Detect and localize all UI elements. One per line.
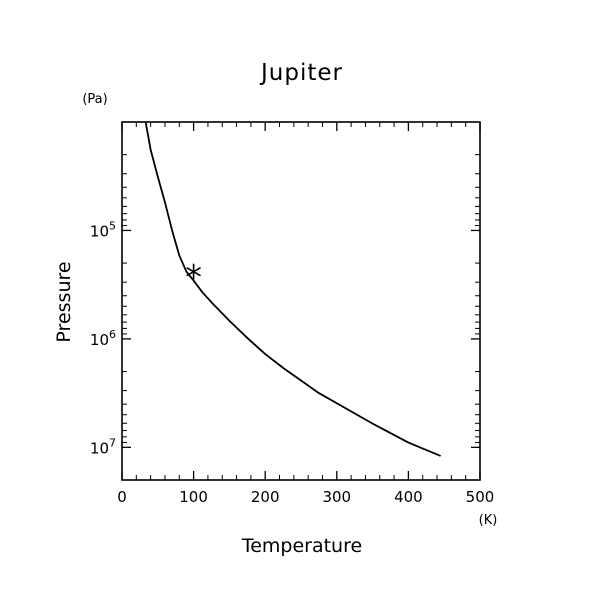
x-tick-label: 200: [251, 488, 280, 506]
temperature-pressure-line: [144, 122, 441, 457]
x-axis-label: Temperature: [241, 535, 362, 557]
chart-title: Jupiter: [259, 60, 343, 86]
x-tick-label: 400: [394, 488, 423, 506]
x-tick-label: 300: [322, 488, 351, 506]
plot-frame: [121, 121, 481, 481]
y-tick-label: 107: [90, 436, 116, 457]
y-tick-label: 106: [90, 328, 116, 349]
y-axis-label: Pressure: [53, 261, 75, 342]
asterisk-marker: [186, 263, 201, 280]
x-tick-label: 100: [179, 488, 208, 506]
y-tick-label: 105: [90, 219, 116, 240]
y-axis-unit: (Pa): [82, 92, 107, 107]
plot-layer: 0 100 200 300 400 500 105 106 107: [90, 121, 495, 506]
x-axis-unit: (K): [479, 513, 498, 528]
x-tick-label: 0: [117, 488, 127, 506]
x-tick-label: 500: [466, 488, 495, 506]
